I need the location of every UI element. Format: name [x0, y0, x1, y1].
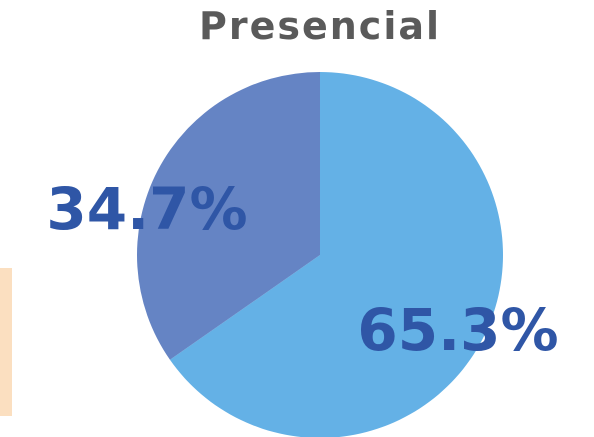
data-label-1: 65.3% — [357, 296, 558, 364]
left-accent-strip — [0, 268, 12, 416]
chart-title: Presencial — [198, 4, 442, 48]
pie-slice-2 — [137, 72, 320, 360]
data-label-2: 34.7% — [46, 175, 247, 243]
pie-slice-1 — [169, 72, 503, 437]
